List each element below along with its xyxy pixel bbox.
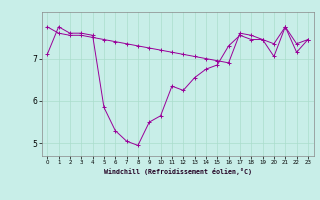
X-axis label: Windchill (Refroidissement éolien,°C): Windchill (Refroidissement éolien,°C)	[104, 168, 252, 175]
